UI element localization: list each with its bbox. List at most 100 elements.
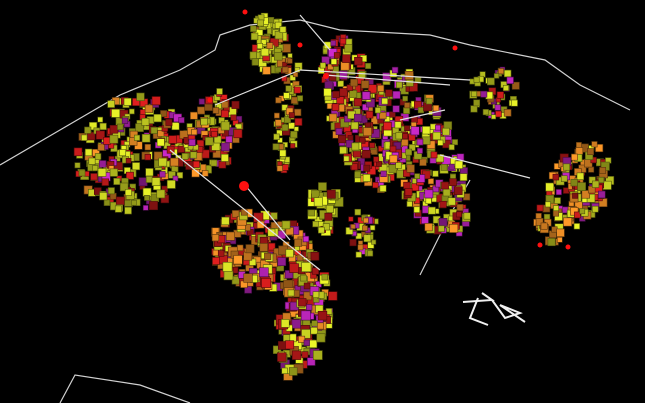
voxel xyxy=(396,81,403,89)
voxel xyxy=(379,184,387,192)
voxel xyxy=(107,187,115,195)
voxel xyxy=(316,333,326,343)
marker-point xyxy=(297,42,303,48)
voxel xyxy=(261,278,272,288)
voxel xyxy=(365,62,372,69)
connector-line xyxy=(299,14,331,51)
voxel xyxy=(587,148,594,156)
voxel xyxy=(545,182,555,192)
voxel xyxy=(575,147,584,155)
connector-lines xyxy=(169,14,531,271)
voxel xyxy=(151,96,161,106)
voxel xyxy=(438,225,445,232)
voxel xyxy=(136,92,145,101)
voxel-cluster xyxy=(183,88,244,178)
voxel xyxy=(447,197,456,206)
voxel xyxy=(413,206,421,213)
voxel xyxy=(354,57,363,66)
voxel xyxy=(345,227,354,235)
voxel xyxy=(480,90,488,98)
voxel xyxy=(325,204,334,213)
voxel xyxy=(351,142,360,151)
voxel xyxy=(354,208,361,216)
voxel xyxy=(385,89,393,97)
voxel xyxy=(348,216,354,222)
voxel xyxy=(395,162,402,169)
voxel xyxy=(279,26,287,33)
voxel xyxy=(279,149,287,157)
voxel xyxy=(243,273,253,283)
voxel xyxy=(205,137,214,146)
voxel xyxy=(560,175,568,182)
voxel xyxy=(367,84,377,94)
voxel xyxy=(282,61,288,67)
voxel xyxy=(153,151,163,161)
voxel xyxy=(149,201,158,211)
voxel xyxy=(249,51,257,59)
voxel xyxy=(573,223,580,230)
voxel xyxy=(389,154,398,163)
marker-point xyxy=(565,244,571,250)
voxel xyxy=(482,109,489,116)
voxel xyxy=(495,110,502,118)
voxel xyxy=(303,291,313,301)
voxel xyxy=(212,249,219,257)
voxel xyxy=(281,220,291,230)
voxel xyxy=(290,143,296,149)
voxel xyxy=(427,178,434,185)
voxel xyxy=(590,156,597,164)
voxel xyxy=(347,135,354,141)
voxel xyxy=(354,171,362,179)
voxel xyxy=(417,147,423,154)
voxel xyxy=(277,137,283,143)
voxel xyxy=(312,350,323,360)
voxel xyxy=(406,164,415,173)
voxel xyxy=(339,146,347,155)
voxel xyxy=(160,110,168,118)
marker-point xyxy=(452,45,458,51)
connector-line xyxy=(399,109,446,121)
marker-point xyxy=(239,181,249,191)
voxel xyxy=(404,102,411,109)
voxel xyxy=(402,133,409,140)
voxel xyxy=(192,160,200,168)
voxel xyxy=(426,97,433,105)
voxel xyxy=(379,112,387,120)
voxel xyxy=(346,84,354,91)
voxel xyxy=(288,122,296,130)
voxel xyxy=(153,113,162,123)
voxel xyxy=(264,252,272,260)
voxel xyxy=(452,139,458,146)
voxel xyxy=(380,170,387,177)
voxel xyxy=(421,216,429,224)
voxel xyxy=(188,138,196,147)
voxel xyxy=(439,200,447,209)
marker-point xyxy=(537,242,543,248)
voxel xyxy=(103,137,111,145)
voxel xyxy=(350,121,359,130)
voxel xyxy=(113,177,121,185)
voxel xyxy=(281,367,288,374)
voxel xyxy=(277,257,287,266)
voxel xyxy=(144,195,150,201)
voxel xyxy=(369,225,376,231)
voxel xyxy=(287,53,293,59)
marker-point xyxy=(242,9,248,15)
voxel xyxy=(442,188,451,197)
voxel xyxy=(142,205,149,211)
voxel xyxy=(355,251,362,258)
voxel-cluster xyxy=(307,182,344,236)
voxel-cluster xyxy=(533,141,615,247)
voxel xyxy=(350,163,358,171)
voxel xyxy=(331,103,340,111)
voxel xyxy=(317,310,328,321)
voxel xyxy=(463,212,471,220)
voxel xyxy=(369,142,376,149)
voxel xyxy=(293,126,299,132)
voxel xyxy=(435,124,441,131)
voxel xyxy=(328,291,338,301)
voxel xyxy=(109,168,118,177)
voxel xyxy=(595,144,604,153)
